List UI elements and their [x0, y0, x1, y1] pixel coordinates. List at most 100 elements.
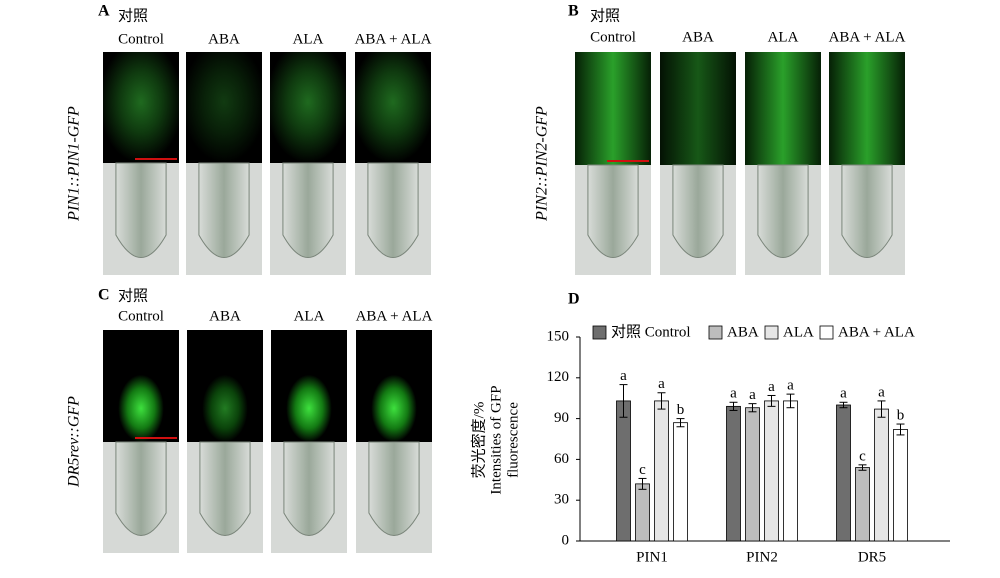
fluorescence-signal: [356, 330, 432, 442]
legend-swatch: [592, 325, 607, 340]
column-label: Control: [118, 308, 164, 324]
error-bar: [896, 423, 905, 436]
bar: [855, 467, 870, 542]
bar: [616, 400, 631, 542]
column-label: ABA: [682, 29, 714, 45]
x-tick-label: DR5: [858, 549, 886, 565]
fluorescence-signal: [829, 52, 905, 165]
panel-letter: C: [98, 287, 110, 304]
x-tick-label: PIN2: [746, 549, 778, 565]
column-label: ABA: [208, 31, 240, 47]
gene-label: PIN2::PIN2-GFP: [534, 106, 551, 222]
y-axis-label: 荧光密度/%: [470, 402, 487, 479]
y-tick-label: 0: [562, 532, 570, 548]
column-label: ABA + ALA: [356, 308, 433, 324]
fluorescence-signal: [103, 330, 179, 442]
legend-label: ABA: [727, 324, 759, 340]
legend-label: 对照 Control: [611, 323, 691, 340]
significance-letter: a: [840, 386, 847, 402]
column-label: ALA: [294, 308, 325, 324]
error-bar: [619, 384, 628, 418]
error-bar: [729, 401, 738, 411]
error-bar: [676, 418, 685, 428]
y-tick-label: 60: [554, 451, 569, 467]
bar: [635, 483, 650, 542]
root-outline: [841, 164, 893, 258]
column-label: ALA: [293, 31, 324, 47]
y-tick-label: 30: [554, 492, 569, 508]
legend-swatch: [708, 325, 723, 340]
column-label: ALA: [768, 29, 799, 45]
fluorescence-signal: [270, 52, 346, 163]
panel-letter: D: [568, 291, 580, 308]
root-outline: [198, 162, 250, 258]
x-tick-label: PIN1: [636, 549, 668, 565]
significance-letter: a: [658, 376, 665, 392]
panel-letter: B: [568, 3, 579, 20]
significance-letter: c: [859, 448, 866, 464]
fluorescence-signal: [660, 52, 736, 165]
bar: [654, 400, 669, 542]
y-tick-label: 90: [554, 410, 569, 426]
legend-label: ALA: [783, 324, 814, 340]
control-zh: 对照: [118, 7, 148, 24]
bar: [764, 400, 779, 542]
fluorescence-signal: [271, 330, 347, 442]
significance-letter: a: [787, 378, 794, 394]
error-bar: [748, 403, 757, 413]
root-outline: [282, 162, 334, 258]
column-label: ABA + ALA: [355, 31, 432, 47]
bar: [783, 400, 798, 542]
fluorescence-signal: [103, 52, 179, 163]
significance-letter: b: [897, 407, 905, 423]
y-tick-label: 150: [547, 328, 570, 344]
legend-label: ABA + ALA: [838, 324, 915, 340]
fluorescence-signal: [355, 52, 431, 163]
root-outline: [368, 441, 420, 536]
column-label: ABA: [209, 308, 241, 324]
fluorescence-signal: [186, 52, 262, 163]
control-zh: 对照: [118, 287, 148, 304]
error-bar: [839, 401, 848, 409]
control-zh: 对照: [590, 7, 620, 24]
bar: [673, 422, 688, 542]
error-bar: [877, 400, 886, 418]
panel-letter: A: [98, 3, 110, 20]
bar: [745, 407, 760, 542]
bar: [836, 404, 851, 542]
legend-swatch: [764, 325, 779, 340]
fluorescence-signal: [575, 52, 651, 165]
significance-letter: a: [730, 386, 737, 402]
gene-label: DR5rev::GFP: [66, 396, 83, 488]
root-outline: [367, 162, 419, 258]
legend-swatch: [819, 325, 834, 340]
root-outline: [199, 441, 251, 536]
column-label: ABA + ALA: [829, 29, 906, 45]
significance-letter: a: [768, 379, 775, 395]
gene-label: PIN1::PIN1-GFP: [66, 106, 83, 222]
y-tick-label: 120: [547, 369, 570, 385]
fluorescence-signal: [745, 52, 821, 165]
root-outline: [672, 164, 724, 258]
error-bar: [767, 394, 776, 407]
significance-letter: a: [620, 368, 627, 384]
error-bar: [638, 477, 647, 490]
fluorescence-signal: [187, 330, 263, 442]
significance-letter: c: [639, 462, 646, 478]
significance-letter: a: [878, 384, 885, 400]
y-axis-label: Intensities of GFP: [488, 385, 504, 494]
column-label: Control: [118, 31, 164, 47]
root-outline: [587, 164, 639, 258]
bar: [726, 405, 741, 542]
root-outline: [757, 164, 809, 258]
significance-letter: b: [677, 402, 685, 418]
error-bar: [786, 393, 795, 409]
significance-letter: a: [749, 387, 756, 403]
bar: [874, 408, 889, 542]
y-axis-label: fluorescence: [505, 402, 521, 478]
root-outline: [283, 441, 335, 536]
error-bar: [858, 464, 867, 471]
column-label: Control: [590, 29, 636, 45]
bar: [893, 429, 908, 542]
